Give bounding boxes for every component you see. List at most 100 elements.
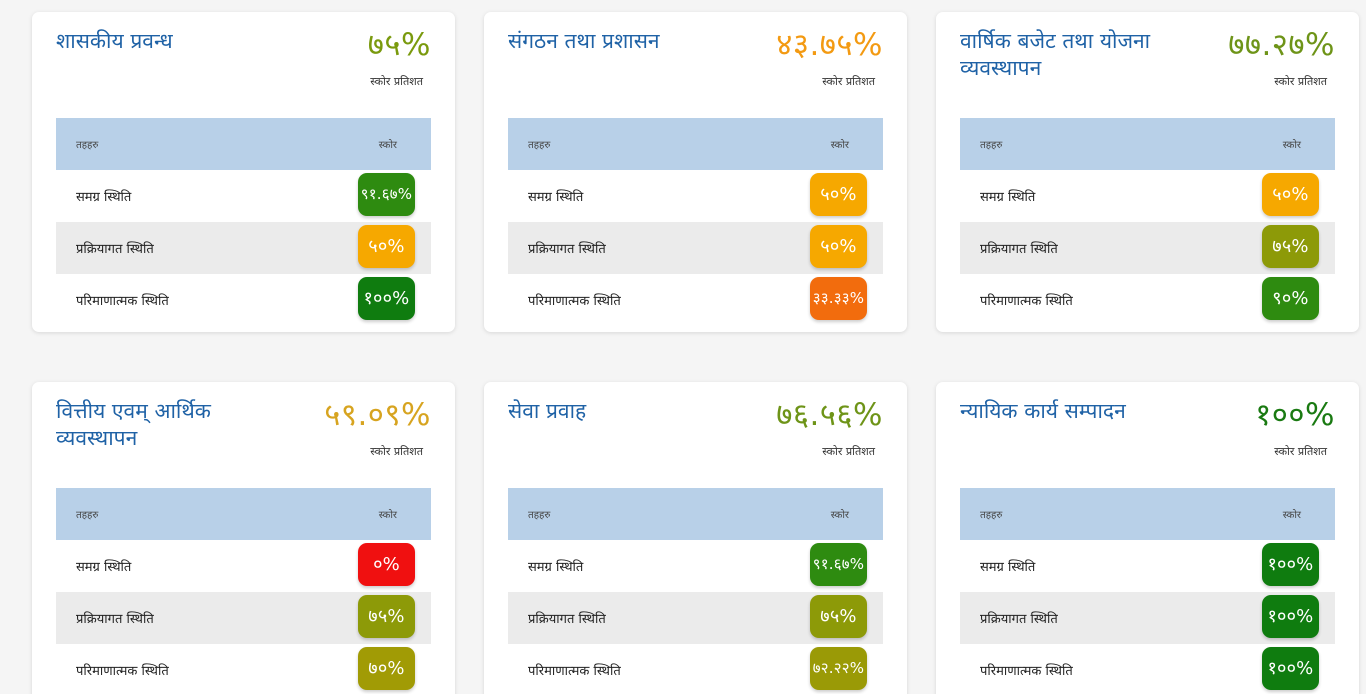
card-header: सेवा प्रवाह ७६.५६% स्कोर प्रतिशत — [508, 396, 883, 488]
table-row: प्रक्रियागत स्थिति ५०% — [508, 222, 883, 274]
table-header-row: तहहरु स्कोर — [508, 488, 883, 540]
table-header-row: तहहरु स्कोर — [56, 118, 431, 170]
score-badge: १००% — [1262, 542, 1319, 586]
row-label: प्रक्रियागत स्थिति — [76, 612, 154, 627]
table-row: परिमाणात्मक स्थिति ७०% — [56, 644, 431, 694]
row-label: समग्र स्थिति — [528, 560, 584, 575]
card-title: शासकीय प्रवन्ध — [56, 29, 173, 53]
score-badge: ५०% — [810, 172, 867, 216]
table-row: प्रक्रियागत स्थिति ७५% — [56, 592, 431, 644]
column-header-indicator: तहहरु — [528, 140, 551, 151]
score-table: तहहरु स्कोर समग्र स्थिति ५०% प्रक्रियागत… — [960, 118, 1335, 326]
score-block: ४३.७५% स्कोर प्रतिशत — [776, 26, 883, 89]
row-label: परिमाणात्मक स्थिति — [76, 294, 169, 309]
row-label: समग्र स्थिति — [76, 560, 132, 575]
score-block: ५९.०९% स्कोर प्रतिशत — [324, 396, 431, 459]
score-badge: ५०% — [358, 224, 415, 268]
score-badge: ०% — [358, 542, 415, 586]
score-badge: १००% — [1262, 646, 1319, 690]
column-header-score: स्कोर — [1282, 140, 1301, 151]
score-percentage: ७७.२७% — [1228, 27, 1335, 63]
table-row: समग्र स्थिति १००% — [960, 540, 1335, 592]
score-card-financial: वित्तीय एवम् आर्थिक व्यवस्थापन ५९.०९% स्… — [32, 382, 455, 694]
score-percentage: ५९.०९% — [324, 397, 431, 433]
column-header-score: स्कोर — [378, 140, 397, 151]
score-block: ७७.२७% स्कोर प्रतिशत — [1228, 26, 1335, 89]
score-block: ७६.५६% स्कोर प्रतिशत — [776, 396, 883, 459]
score-card-budget-planning: वार्षिक बजेट तथा योजना व्यवस्थापन ७७.२७%… — [936, 12, 1359, 332]
row-label: समग्र स्थिति — [528, 190, 584, 205]
score-badge: ७५% — [1262, 224, 1319, 268]
score-caption: स्कोर प्रतिशत — [1274, 75, 1327, 88]
score-badge: ९१.६७% — [810, 542, 867, 586]
table-row: परिमाणात्मक स्थिति ९०% — [960, 274, 1335, 326]
card-header: वार्षिक बजेट तथा योजना व्यवस्थापन ७७.२७%… — [960, 26, 1335, 118]
score-badge: १००% — [1262, 594, 1319, 638]
card-title: वित्तीय एवम् आर्थिक व्यवस्थापन — [56, 399, 211, 450]
table-row: परिमाणात्मक स्थिति १००% — [960, 644, 1335, 694]
table-row: समग्र स्थिति ०% — [56, 540, 431, 592]
table-row: प्रक्रियागत स्थिति ७५% — [960, 222, 1335, 274]
card-title: संगठन तथा प्रशासन — [508, 29, 660, 53]
score-badge: ७५% — [810, 594, 867, 638]
table-row: समग्र स्थिति ५०% — [508, 170, 883, 222]
row-label: प्रक्रियागत स्थिति — [980, 242, 1058, 257]
card-title: वार्षिक बजेट तथा योजना व्यवस्थापन — [960, 29, 1151, 80]
table-row: समग्र स्थिति ५०% — [960, 170, 1335, 222]
column-header-score: स्कोर — [378, 510, 397, 521]
table-row: समग्र स्थिति ९१.६७% — [56, 170, 431, 222]
row-label: परिमाणात्मक स्थिति — [980, 294, 1073, 309]
score-badge: ३३.३३% — [810, 276, 867, 320]
score-badge: ९०% — [1262, 276, 1319, 320]
score-caption: स्कोर प्रतिशत — [822, 75, 875, 88]
card-header: संगठन तथा प्रशासन ४३.७५% स्कोर प्रतिशत — [508, 26, 883, 118]
card-header: शासकीय प्रवन्ध ७५% स्कोर प्रतिशत — [56, 26, 431, 118]
score-badge: ७०% — [358, 646, 415, 690]
table-header-row: तहहरु स्कोर — [960, 488, 1335, 540]
column-header-indicator: तहहरु — [76, 510, 99, 521]
score-card-organization: संगठन तथा प्रशासन ४३.७५% स्कोर प्रतिशत त… — [484, 12, 907, 332]
table-header-row: तहहरु स्कोर — [960, 118, 1335, 170]
table-row: परिमाणात्मक स्थिति ७२.२२% — [508, 644, 883, 694]
score-card-judicial: न्यायिक कार्य सम्पादन १००% स्कोर प्रतिशत… — [936, 382, 1359, 694]
score-badge: ९१.६७% — [358, 172, 415, 216]
score-badge: ७५% — [358, 594, 415, 638]
card-header: वित्तीय एवम् आर्थिक व्यवस्थापन ५९.०९% स्… — [56, 396, 431, 488]
row-label: प्रक्रियागत स्थिति — [980, 612, 1058, 627]
row-label: प्रक्रियागत स्थिति — [528, 612, 606, 627]
row-label: समग्र स्थिति — [980, 190, 1036, 205]
row-label: परिमाणात्मक स्थिति — [980, 664, 1073, 679]
score-percentage: ७५% — [367, 27, 431, 63]
row-label: परिमाणात्मक स्थिति — [528, 294, 621, 309]
score-table: तहहरु स्कोर समग्र स्थिति १००% प्रक्रियाग… — [960, 488, 1335, 694]
column-header-indicator: तहहरु — [980, 140, 1003, 151]
row-label: समग्र स्थिति — [76, 190, 132, 205]
score-percentage: ७६.५६% — [776, 397, 883, 433]
table-row: परिमाणात्मक स्थिति ३३.३३% — [508, 274, 883, 326]
score-table: तहहरु स्कोर समग्र स्थिति ०% प्रक्रियागत … — [56, 488, 431, 694]
score-card-governance: शासकीय प्रवन्ध ७५% स्कोर प्रतिशत तहहरु स… — [32, 12, 455, 332]
row-label: प्रक्रियागत स्थिति — [528, 242, 606, 257]
row-label: परिमाणात्मक स्थिति — [528, 664, 621, 679]
score-caption: स्कोर प्रतिशत — [822, 445, 875, 458]
score-badge: १००% — [358, 276, 415, 320]
score-percentage: ४३.७५% — [776, 27, 883, 63]
score-block: ७५% स्कोर प्रतिशत — [368, 26, 431, 89]
column-header-score: स्कोर — [1282, 510, 1301, 521]
row-label: प्रक्रियागत स्थिति — [76, 242, 154, 257]
score-badge: ७२.२२% — [810, 646, 867, 690]
row-label: समग्र स्थिति — [980, 560, 1036, 575]
score-badge: ५०% — [810, 224, 867, 268]
score-caption: स्कोर प्रतिशत — [370, 75, 423, 88]
score-table: तहहरु स्कोर समग्र स्थिति ९१.६७% प्रक्रिय… — [508, 488, 883, 694]
column-header-indicator: तहहरु — [528, 510, 551, 521]
score-caption: स्कोर प्रतिशत — [1274, 445, 1327, 458]
card-title: न्यायिक कार्य सम्पादन — [960, 399, 1126, 423]
score-table: तहहरु स्कोर समग्र स्थिति ९१.६७% प्रक्रिय… — [56, 118, 431, 326]
score-table: तहहरु स्कोर समग्र स्थिति ५०% प्रक्रियागत… — [508, 118, 883, 326]
table-row: प्रक्रियागत स्थिति ५०% — [56, 222, 431, 274]
table-row: प्रक्रियागत स्थिति ७५% — [508, 592, 883, 644]
table-row: प्रक्रियागत स्थिति १००% — [960, 592, 1335, 644]
card-header: न्यायिक कार्य सम्पादन १००% स्कोर प्रतिशत — [960, 396, 1335, 488]
score-card-service-delivery: सेवा प्रवाह ७६.५६% स्कोर प्रतिशत तहहरु स… — [484, 382, 907, 694]
